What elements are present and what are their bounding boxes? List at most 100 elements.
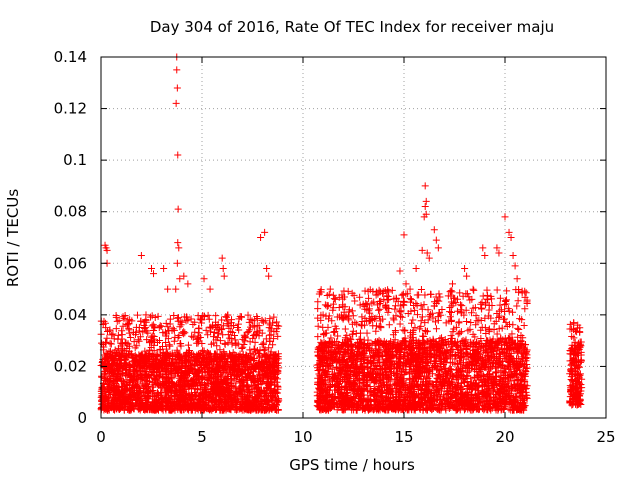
data-point bbox=[118, 327, 126, 335]
data-point bbox=[139, 328, 147, 336]
data-point bbox=[109, 330, 117, 338]
data-point bbox=[269, 341, 277, 349]
data-point bbox=[134, 336, 142, 344]
data-point bbox=[245, 318, 253, 326]
data-point bbox=[121, 311, 129, 319]
data-point bbox=[477, 300, 485, 308]
data-point bbox=[189, 333, 197, 341]
data-point bbox=[522, 289, 530, 297]
data-point bbox=[356, 293, 364, 301]
chart-title: Day 304 of 2016, Rate Of TEC Index for r… bbox=[150, 18, 554, 36]
data-point bbox=[408, 319, 416, 327]
data-point bbox=[148, 312, 156, 320]
data-point bbox=[509, 308, 517, 316]
data-point bbox=[396, 320, 404, 328]
data-point bbox=[103, 334, 111, 342]
data-point bbox=[260, 347, 268, 355]
data-point bbox=[432, 325, 440, 333]
data-point bbox=[251, 338, 259, 346]
data-point bbox=[326, 285, 334, 293]
data-point bbox=[357, 321, 365, 329]
data-point bbox=[204, 311, 212, 319]
data-point bbox=[388, 286, 396, 294]
data-point bbox=[385, 321, 393, 329]
data-point bbox=[148, 322, 156, 330]
data-point bbox=[265, 344, 273, 352]
data-point bbox=[221, 339, 229, 347]
data-point bbox=[265, 331, 273, 339]
data-point bbox=[270, 335, 278, 343]
data-point bbox=[456, 289, 464, 297]
data-point bbox=[194, 350, 202, 358]
data-point bbox=[124, 321, 132, 329]
data-point bbox=[113, 317, 121, 325]
data-point bbox=[106, 339, 114, 347]
data-point bbox=[314, 305, 322, 313]
data-point bbox=[463, 317, 471, 325]
data-point bbox=[142, 324, 150, 332]
data-point bbox=[383, 296, 391, 304]
data-point bbox=[374, 306, 382, 314]
data-point bbox=[232, 341, 240, 349]
data-point bbox=[244, 311, 252, 319]
data-point bbox=[114, 331, 122, 339]
data-point bbox=[513, 302, 521, 310]
data-point bbox=[245, 328, 253, 336]
data-point bbox=[515, 325, 523, 333]
data-point bbox=[469, 285, 477, 293]
data-point bbox=[421, 291, 429, 299]
data-point bbox=[166, 342, 174, 350]
data-point bbox=[453, 307, 461, 315]
data-point bbox=[170, 337, 178, 345]
data-point bbox=[170, 311, 178, 319]
data-point bbox=[154, 312, 162, 320]
data-point bbox=[234, 323, 242, 331]
data-point bbox=[118, 335, 126, 343]
data-point bbox=[216, 337, 224, 345]
data-point bbox=[224, 331, 232, 339]
data-point bbox=[503, 287, 511, 295]
data-point bbox=[446, 313, 454, 321]
data-point bbox=[234, 320, 242, 328]
data-point bbox=[108, 331, 116, 339]
data-point bbox=[125, 320, 133, 328]
data-point bbox=[184, 341, 192, 349]
data-point bbox=[162, 338, 170, 346]
data-point bbox=[253, 312, 261, 320]
data-point bbox=[235, 315, 243, 323]
data-point bbox=[162, 319, 170, 327]
data-point bbox=[314, 298, 322, 306]
data-point bbox=[351, 297, 359, 305]
data-point bbox=[448, 288, 456, 296]
data-point bbox=[171, 333, 179, 341]
data-point bbox=[228, 316, 236, 324]
data-point bbox=[267, 331, 275, 339]
data-point bbox=[377, 323, 385, 331]
data-point bbox=[125, 329, 133, 337]
data-point bbox=[274, 332, 282, 340]
data-point bbox=[143, 336, 151, 344]
data-point bbox=[224, 339, 232, 347]
data-point bbox=[482, 330, 490, 338]
data-point bbox=[409, 316, 417, 324]
data-point bbox=[266, 337, 274, 345]
data-point bbox=[147, 313, 155, 321]
data-point bbox=[187, 315, 195, 323]
data-point bbox=[514, 324, 522, 332]
data-point bbox=[514, 297, 522, 305]
data-point bbox=[258, 340, 266, 348]
data-point bbox=[140, 324, 148, 332]
scatter-points bbox=[97, 53, 586, 414]
data-point bbox=[212, 312, 220, 320]
data-point bbox=[150, 347, 158, 355]
data-point bbox=[177, 342, 185, 350]
data-point bbox=[231, 336, 239, 344]
data-point bbox=[165, 341, 173, 349]
data-point bbox=[191, 328, 199, 336]
data-point bbox=[137, 317, 145, 325]
data-point bbox=[149, 321, 157, 329]
data-point bbox=[259, 318, 267, 326]
data-point bbox=[195, 325, 203, 333]
data-point bbox=[496, 301, 504, 309]
